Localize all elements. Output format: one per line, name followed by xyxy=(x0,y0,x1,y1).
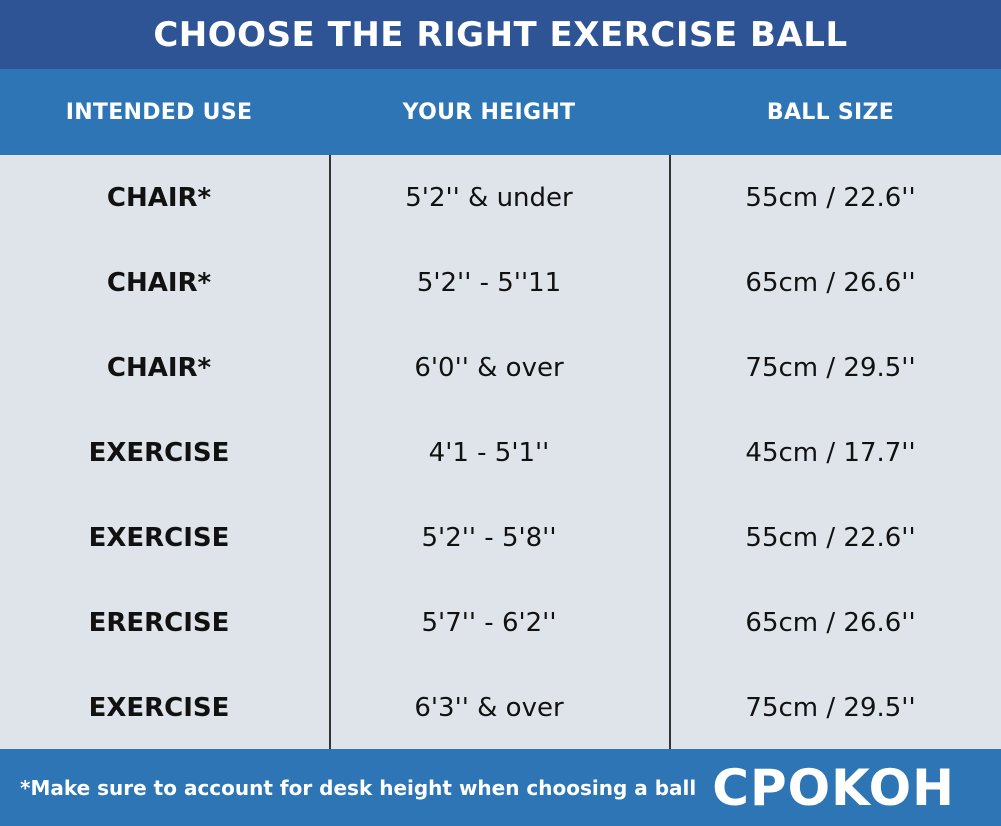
column-divider xyxy=(669,155,671,749)
cell-intended-use: CHAIR* xyxy=(106,182,212,213)
cell-ball-size: 65cm / 26.6'' xyxy=(745,267,916,298)
cell-intended-use: EXERCISE xyxy=(88,522,230,553)
table-row: EXERCISE 6'3'' & over 75cm / 29.5'' xyxy=(0,665,1001,750)
cell-ball-size: 55cm / 22.6'' xyxy=(745,182,916,213)
cell-ball-size: 55cm / 22.6'' xyxy=(745,522,916,553)
cell-height: 6'3'' & over xyxy=(414,692,564,723)
title-bar: CHOOSE THE RIGHT EXERCISE BALL xyxy=(0,0,1001,69)
cell-height: 5'2'' & under xyxy=(405,182,573,213)
footer-note: *Make sure to account for desk height wh… xyxy=(20,775,697,800)
cell-height: 5'2'' - 5''11 xyxy=(416,267,562,298)
brand-logo: CPOKOH xyxy=(712,758,955,817)
cell-intended-use: EXERCISE xyxy=(88,437,230,468)
size-table-body: CHAIR* 5'2'' & under 55cm / 22.6'' CHAIR… xyxy=(0,155,1001,749)
column-divider xyxy=(329,155,331,749)
cell-height: 5'2'' - 5'8'' xyxy=(421,522,557,553)
cell-height: 6'0'' & over xyxy=(414,352,564,383)
cell-intended-use: ERERCISE xyxy=(88,607,230,638)
column-header-bar: INTENDED USE YOUR HEIGHT BALL SIZE xyxy=(0,69,1001,155)
cell-ball-size: 65cm / 26.6'' xyxy=(745,607,916,638)
cell-intended-use: EXERCISE xyxy=(88,692,230,723)
cell-ball-size: 75cm / 29.5'' xyxy=(745,692,916,723)
table-row: CHAIR* 5'2'' & under 55cm / 22.6'' xyxy=(0,155,1001,240)
table-row: ERERCISE 5'7'' - 6'2'' 65cm / 26.6'' xyxy=(0,580,1001,665)
table-row: EXERCISE 5'2'' - 5'8'' 55cm / 22.6'' xyxy=(0,495,1001,580)
cell-ball-size: 75cm / 29.5'' xyxy=(745,352,916,383)
cell-height: 5'7'' - 6'2'' xyxy=(421,607,557,638)
header-intended-use: INTENDED USE xyxy=(65,99,253,125)
table-row: CHAIR* 6'0'' & over 75cm / 29.5'' xyxy=(0,325,1001,410)
cell-intended-use: CHAIR* xyxy=(106,352,212,383)
cell-height: 4'1 - 5'1'' xyxy=(428,437,550,468)
header-ball-size: BALL SIZE xyxy=(766,99,895,125)
header-your-height: YOUR HEIGHT xyxy=(402,99,576,125)
table-row: CHAIR* 5'2'' - 5''11 65cm / 26.6'' xyxy=(0,240,1001,325)
cell-intended-use: CHAIR* xyxy=(106,267,212,298)
table-row: EXERCISE 4'1 - 5'1'' 45cm / 17.7'' xyxy=(0,410,1001,495)
footer-bar: *Make sure to account for desk height wh… xyxy=(0,749,1001,826)
chart-title: CHOOSE THE RIGHT EXERCISE BALL xyxy=(153,14,848,55)
cell-ball-size: 45cm / 17.7'' xyxy=(745,437,916,468)
